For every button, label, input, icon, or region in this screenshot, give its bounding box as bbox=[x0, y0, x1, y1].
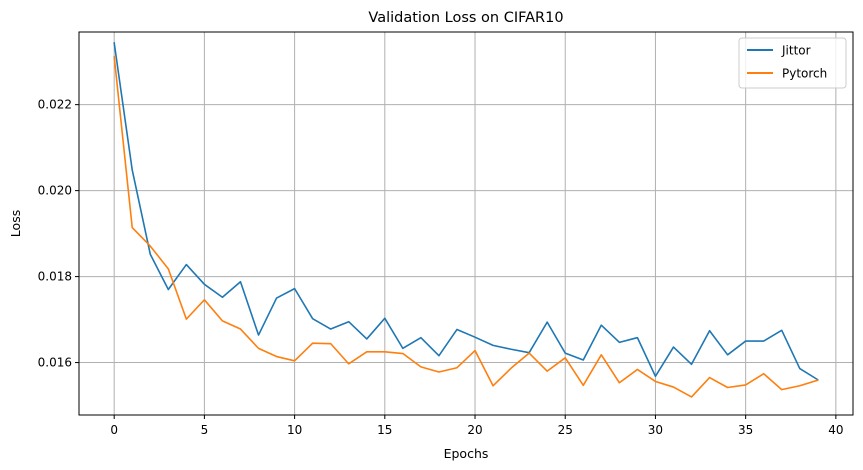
grid-lines bbox=[79, 32, 853, 415]
series-line-jittor bbox=[113, 41, 819, 381]
series-line-pytorch bbox=[113, 55, 819, 398]
legend-label-pytorch: Pytorch bbox=[782, 67, 827, 81]
legend: Jittor Pytorch bbox=[738, 37, 847, 89]
x-tick-label: 25 bbox=[558, 423, 573, 437]
x-tick-label: 40 bbox=[828, 423, 843, 437]
y-tick-label: 0.018 bbox=[38, 270, 72, 284]
y-tick-label: 0.022 bbox=[38, 98, 72, 112]
x-tick-label: 15 bbox=[377, 423, 392, 437]
y-tick-label: 0.020 bbox=[38, 184, 72, 198]
x-tick-label: 5 bbox=[201, 423, 209, 437]
plot-frame bbox=[78, 31, 854, 416]
chart-title: Validation Loss on CIFAR10 bbox=[368, 10, 563, 26]
x-tick-label: 10 bbox=[287, 423, 302, 437]
y-axis-ticks: 0.016 0.018 0.020 0.022 bbox=[38, 98, 79, 370]
x-axis-label: Epochs bbox=[444, 446, 489, 461]
legend-label-jittor: Jittor bbox=[781, 44, 811, 58]
x-axis-ticks: 0 5 10 15 20 25 30 35 40 bbox=[110, 415, 844, 437]
x-tick-label: 30 bbox=[648, 423, 663, 437]
x-tick-label: 0 bbox=[110, 423, 118, 437]
x-tick-label: 35 bbox=[738, 423, 753, 437]
series-lines bbox=[113, 41, 819, 398]
y-axis-label: Loss bbox=[8, 210, 23, 237]
y-tick-label: 0.016 bbox=[38, 356, 72, 370]
x-tick-label: 20 bbox=[467, 423, 482, 437]
